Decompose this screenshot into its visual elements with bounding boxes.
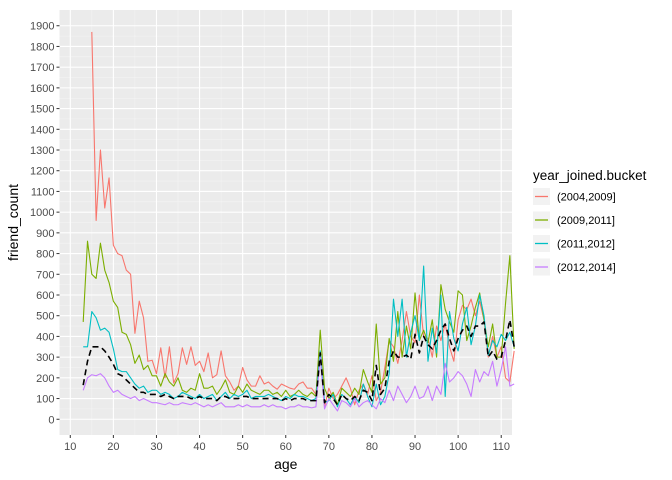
series-line-2 (83, 265, 515, 408)
legend-title: year_joined.bucket (533, 168, 647, 183)
y-axis-title: friend_count (5, 184, 21, 261)
y-tick-label: 800 (36, 249, 54, 261)
x-axis-title: age (274, 456, 298, 472)
x-tick-label: 100 (449, 441, 467, 453)
legend-label: (2011,2012] (557, 239, 615, 251)
y-tick-label: 500 (36, 311, 54, 323)
y-tick-label: 900 (36, 228, 54, 240)
y-tick-label: 1500 (30, 104, 54, 116)
y-tick-label: 1100 (31, 186, 55, 198)
y-tick-label: 1000 (30, 207, 54, 219)
series-line-1 (82, 240, 515, 406)
x-tick-label: 110 (492, 441, 510, 453)
y-tick-label: 1700 (30, 62, 54, 74)
y-tick-label: 1300 (30, 145, 54, 157)
y-tick-label: 0 (48, 414, 54, 426)
y-tick-label: 1800 (30, 41, 54, 53)
y-tick-label: 200 (36, 373, 54, 385)
legend: year_joined.bucket (2004,2009] (2009,2011… (533, 168, 647, 276)
y-tick-label: 1400 (30, 124, 54, 136)
series-line-3 (82, 346, 515, 412)
x-axis-ticks: 10 20 30 40 50 60 70 80 90 100 110 (64, 435, 510, 453)
x-tick-label: 60 (280, 441, 292, 453)
y-tick-label: 700 (36, 269, 54, 281)
x-tick-label: 10 (64, 441, 76, 453)
legend-label: (2009,2011] (557, 215, 615, 227)
y-tick-label: 300 (36, 352, 54, 364)
y-tick-label: 600 (36, 290, 54, 302)
legend-label: (2012,2014] (557, 262, 616, 274)
x-tick-label: 30 (150, 441, 162, 453)
x-tick-label: 70 (323, 441, 335, 453)
x-tick-label: 90 (409, 441, 421, 453)
x-tick-label: 20 (107, 441, 119, 453)
y-tick-label: 400 (36, 331, 54, 343)
x-tick-label: 50 (237, 441, 249, 453)
y-tick-label: 1200 (30, 166, 54, 178)
y-tick-label: 1900 (30, 21, 54, 33)
x-tick-label: 40 (193, 441, 205, 453)
legend-label: (2004,2009] (557, 192, 616, 204)
y-axis-ticks: 0 100 200 300 400 500 600 700 800 900 1000 1100 1200… (30, 21, 60, 426)
overall-mean-dashed-line (82, 319, 515, 406)
series-lines (82, 31, 515, 412)
series-line-0 (91, 31, 515, 408)
y-tick-label: 100 (36, 394, 54, 406)
x-tick-label: 80 (366, 441, 378, 453)
y-tick-label: 1600 (30, 83, 54, 95)
